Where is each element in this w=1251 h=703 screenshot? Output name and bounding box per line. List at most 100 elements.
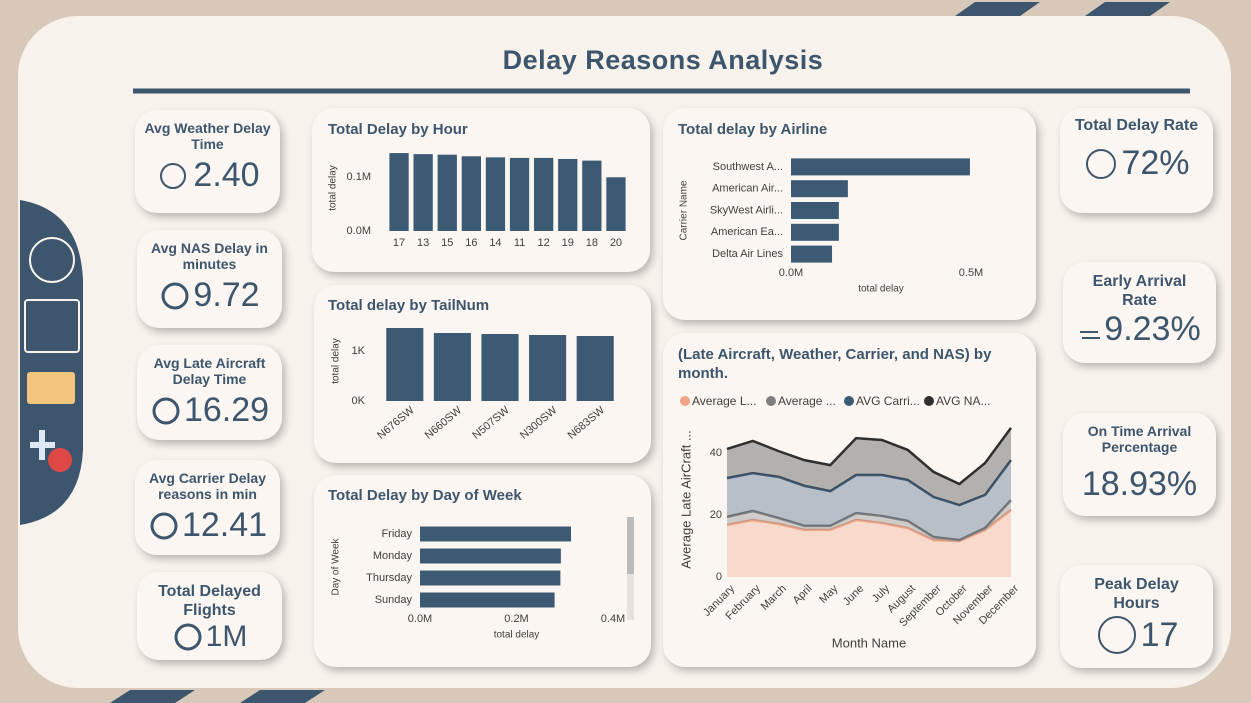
y-tick-label: Monday [373, 550, 413, 562]
bar [576, 336, 614, 401]
legend-label: Average ... [778, 394, 836, 408]
x-axis-title: Month Name [832, 635, 906, 650]
y-tick-label: 0.1M [347, 171, 371, 183]
legend-label: Average L... [692, 394, 757, 408]
kpi-value: 17 [1140, 615, 1179, 654]
x-tick-label: 0.4M [601, 613, 625, 625]
kpi-label: On Time Arrival Percentage [1087, 423, 1192, 455]
x-tick-label: 14 [489, 237, 501, 249]
x-tick-label: 19 [562, 237, 574, 249]
kpi-value: 16.29 [183, 391, 270, 429]
x-tick-label: N676SW [375, 404, 417, 442]
y-tick-label: 0 [716, 571, 722, 583]
kpi-value: 12.41 [181, 506, 268, 544]
kpi-card: Avg Weather Delay Time 2.40 [135, 110, 280, 213]
y-tick-label: 20 [710, 509, 722, 521]
y-tick-label: American Ea... [711, 226, 783, 238]
kpi-value: 1M [205, 620, 248, 653]
y-tick-label: 40 [710, 447, 722, 459]
area-fill [727, 500, 1011, 542]
x-axis-title: total delay [494, 630, 540, 641]
x-axis-title: total delay [858, 284, 904, 295]
x-tick-label: May [817, 582, 841, 606]
kpi-value: 2.40 [193, 156, 260, 194]
kpi-card: Avg NAS Delay in minutes 9.72 [137, 230, 282, 328]
kpi-label: Total Delayed Flights [158, 583, 261, 619]
y-axis-title: total delay [328, 165, 339, 211]
y-tick-label: American Air... [712, 183, 783, 195]
x-tick-label: 18 [586, 237, 598, 249]
y-tick-label: 0K [352, 395, 366, 407]
bar [437, 154, 457, 231]
kpi-card: On Time Arrival Percentage 18.93% [1063, 413, 1216, 516]
y-tick-label: Thursday [366, 572, 412, 584]
x-tick-label: March [759, 583, 789, 613]
y-tick-label: SkyWest Airli... [710, 204, 783, 216]
y-tick-label: Friday [381, 528, 412, 540]
kpi-value: 9.23% [1104, 310, 1201, 348]
kpi-card: Early Arrival Rate 9.23% [1063, 262, 1216, 363]
bar [420, 570, 561, 586]
chart-title: (Late Aircraft, Weather, Carrier, and NA… [678, 346, 992, 382]
bar [509, 157, 530, 231]
legend-label: AVG NA... [936, 394, 990, 408]
bar [389, 153, 409, 231]
area-line [726, 499, 1012, 542]
kpi-label: Total Delay Rate [1074, 117, 1199, 134]
kpi-card: Peak Delay Hours 17 [1060, 565, 1213, 668]
x-tick-label: 0.0M [408, 613, 432, 625]
x-tick-label: 17 [393, 237, 405, 249]
kpi-card: Avg Late Aircraft Delay Time 16.29 [137, 345, 282, 440]
x-tick-label: 20 [610, 237, 622, 249]
chart-title: Total delay by Airline [678, 121, 827, 138]
bar [461, 156, 481, 231]
x-tick-label: April [791, 583, 815, 607]
x-tick-label: 15 [441, 237, 453, 249]
kpi-value: 18.93% [1081, 465, 1198, 503]
bar [558, 158, 578, 231]
kpi-card: Avg Carrier Delay reasons in min 12.41 [135, 460, 280, 555]
kpi-label: Avg NAS Delay in minutes [151, 240, 268, 272]
x-tick-label: 0.5M [959, 267, 983, 279]
y-tick-label: 0.0M [347, 225, 371, 237]
kpi-value: 72% [1121, 144, 1190, 182]
y-axis-title: Day of Week [331, 537, 342, 595]
x-tick-label: 11 [514, 237, 525, 249]
y-tick-label: Delta Air Lines [712, 248, 783, 260]
page-title: Delay Reasons Analysis [502, 45, 824, 75]
bar [791, 223, 839, 241]
chart-title: Total Delay by Hour [328, 121, 468, 138]
legend-marker [680, 396, 690, 406]
bar [420, 548, 561, 564]
bar [386, 328, 424, 401]
x-tick-label: 12 [538, 237, 550, 249]
bar [791, 180, 848, 198]
area-line [726, 427, 1013, 486]
y-tick-label: 1K [352, 345, 366, 357]
bar [420, 526, 572, 542]
x-tick-label: July [870, 582, 893, 605]
kpi-value: 9.72 [193, 276, 260, 314]
area-fill [727, 460, 1011, 541]
bar [582, 160, 602, 231]
chart-title: Total Delay by Day of Week [328, 487, 522, 504]
x-tick-label: 0.0M [779, 267, 803, 279]
bar [413, 154, 433, 231]
x-tick-label: N300SW [518, 404, 560, 442]
x-tick-label: N660SW [423, 404, 465, 442]
x-tick-label: N683SW [566, 404, 608, 442]
area-fill [727, 510, 1011, 577]
kpi-label: Peak Delay Hours [1094, 576, 1179, 612]
bar [485, 157, 506, 231]
bar [791, 158, 970, 176]
y-axis-title: Average Late AirCraft ... [678, 430, 693, 569]
legend-marker [844, 396, 854, 406]
bar [433, 333, 471, 401]
legend-marker [766, 396, 776, 406]
y-tick-label: Southwest A... [713, 161, 783, 173]
bar [791, 201, 839, 220]
